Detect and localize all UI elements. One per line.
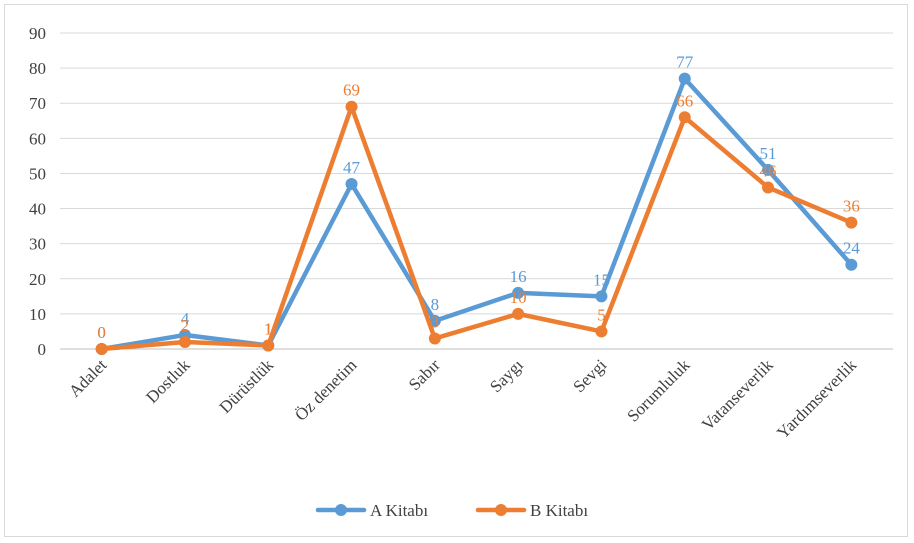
data-point	[845, 258, 858, 271]
y-tick-label: 90	[29, 24, 46, 43]
y-tick-label: 10	[29, 305, 46, 324]
data-point	[762, 181, 775, 194]
y-tick-label: 0	[38, 340, 47, 359]
data-label: 2	[181, 316, 190, 335]
series-line	[99, 104, 854, 352]
data-label: 24	[843, 239, 861, 258]
x-tick-label: Sevgi	[569, 355, 610, 396]
x-tick-label: Saygı	[486, 355, 527, 396]
data-label: 1	[264, 319, 273, 338]
data-label: 0	[97, 323, 106, 342]
data-label: 69	[343, 81, 360, 100]
legend-dot-marker	[495, 504, 507, 516]
data-label: 4	[181, 309, 190, 328]
y-tick-label: 70	[29, 94, 46, 113]
data-label: 10	[510, 288, 527, 307]
x-tick-label: Yardımseverlik	[773, 355, 860, 442]
data-label: 3	[431, 312, 440, 331]
legend-label: A Kitabı	[370, 501, 428, 520]
data-label: 0	[97, 323, 106, 342]
series-b	[95, 100, 858, 355]
data-point	[512, 286, 525, 299]
data-point	[595, 290, 608, 303]
x-tick-label: Sorumluluk	[623, 355, 694, 426]
x-axis-ticks: Adalet Dostluk Dürüstlük Öz denetim Sabır Say…	[65, 355, 861, 442]
data-label: 47	[343, 158, 361, 177]
data-point	[595, 325, 608, 338]
data-point	[95, 343, 108, 355]
y-tick-label: 50	[29, 164, 46, 183]
data-label: 36	[843, 197, 860, 216]
data-point	[678, 111, 691, 124]
legend: A Kitabı B Kitabı	[315, 501, 588, 520]
data-label: 16	[510, 267, 527, 286]
x-tick-label: Dürüstlük	[216, 355, 278, 417]
y-tick-label: 30	[29, 235, 46, 254]
data-point	[345, 177, 358, 190]
data-label: 1	[264, 319, 273, 338]
data-point	[178, 335, 191, 348]
data-point	[428, 332, 441, 345]
y-tick-label: 40	[29, 200, 46, 219]
data-label: 51	[760, 144, 777, 163]
y-axis-ticks: 0 10 20 30 40 50 60 70 80 90	[29, 24, 46, 359]
chart-frame	[4, 4, 908, 537]
y-tick-label: 80	[29, 59, 46, 78]
data-label: 77	[676, 53, 694, 72]
y-tick-label: 20	[29, 270, 46, 289]
data-point	[678, 72, 691, 85]
data-point	[512, 307, 525, 320]
data-point	[845, 216, 858, 229]
legend-label: B Kitabı	[530, 501, 588, 520]
data-label: 46	[760, 161, 777, 180]
legend-dot-marker	[335, 504, 347, 516]
data-label: 15	[593, 270, 610, 289]
series-a	[95, 72, 858, 355]
data-label: 5	[597, 305, 606, 324]
data-point	[762, 163, 775, 176]
data-point	[262, 339, 275, 352]
data-label: 66	[676, 91, 693, 110]
data-point	[345, 100, 358, 113]
x-tick-label: Sabır	[405, 355, 444, 394]
data-label: 8	[431, 295, 440, 314]
series-line	[99, 76, 854, 352]
y-tick-label: 60	[29, 129, 46, 148]
x-tick-label: Adalet	[65, 355, 111, 401]
x-tick-label: Vatanseverlik	[698, 355, 777, 434]
x-tick-label: Öz denetim	[291, 355, 360, 424]
series	[95, 72, 858, 355]
x-tick-label: Dostluk	[142, 355, 194, 407]
